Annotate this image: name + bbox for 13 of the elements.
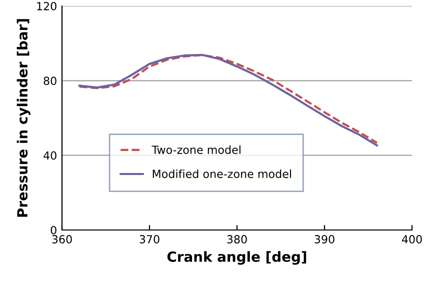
x-tick-label: 400 (402, 235, 422, 244)
x-tick-label: 380 (227, 235, 247, 244)
x-tick-label: 390 (314, 235, 334, 244)
x-axis-title: Crank angle [deg] (167, 251, 306, 265)
y-tick-label: 80 (44, 76, 56, 86)
y-tick-label: 0 (50, 226, 56, 234)
x-tick-label: 370 (140, 235, 160, 244)
legend-label: Modified one-zone model (152, 169, 292, 178)
y-tick-label: 120 (37, 2, 56, 10)
legend-label: Two-zone model (152, 145, 240, 154)
x-tick-label: 360 (52, 235, 72, 244)
y-axis-title: Pressure in cylinder [bar] (16, 19, 30, 217)
y-tick-label: 40 (44, 151, 56, 160)
